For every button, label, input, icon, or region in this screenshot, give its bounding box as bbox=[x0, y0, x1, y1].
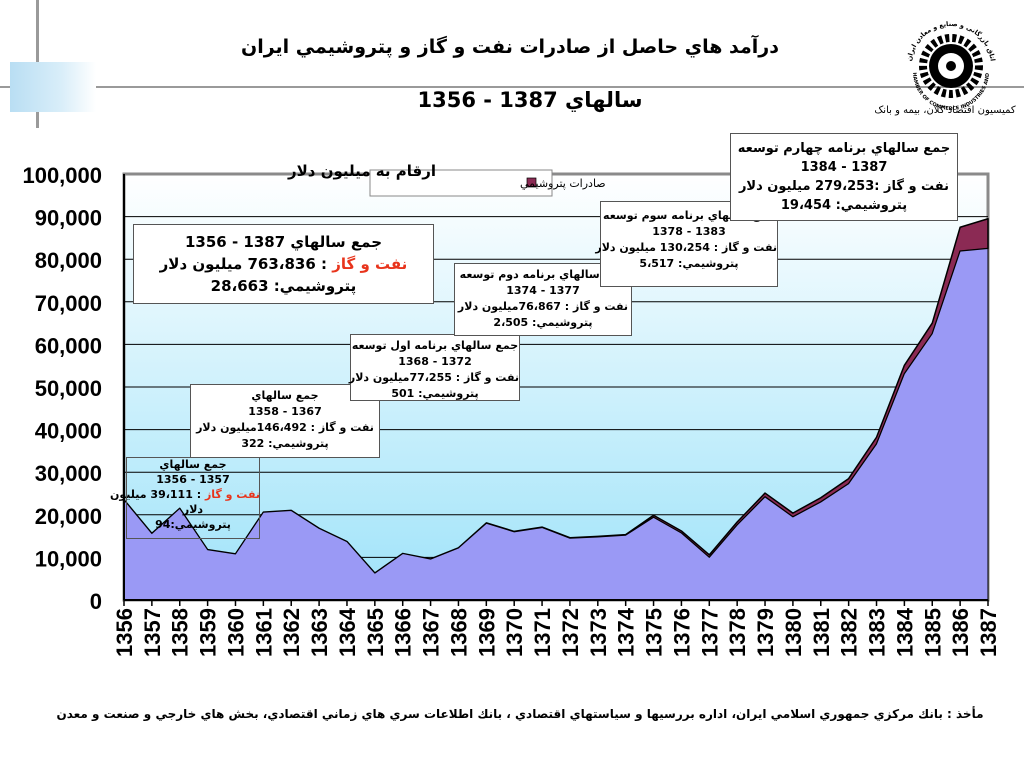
x-tick-label: 1372 bbox=[558, 608, 583, 657]
callout-petro: پتروشيمي: 19،454 bbox=[780, 198, 908, 213]
callout-petro: پتروشيمي: 501 bbox=[391, 387, 479, 400]
callout-years: 1357 - 1356 bbox=[156, 473, 230, 486]
callout-total-heading: جمع سالهاي 1387 - 1356 bbox=[184, 233, 383, 251]
x-tick-label: 1356 bbox=[112, 608, 137, 657]
y-tick-label: 80,000 bbox=[35, 248, 102, 273]
oil-gas-value: : 39،111 ميليون bbox=[110, 488, 205, 501]
callout-oil: نفت و گاز : 130،254 ميليون دلار bbox=[595, 241, 777, 254]
callout-unit: دلار bbox=[182, 503, 204, 516]
y-tick-label: 60,000 bbox=[35, 333, 102, 358]
x-tick-label: 1359 bbox=[196, 608, 221, 657]
x-tick-label: 1383 bbox=[865, 608, 890, 657]
callout-years: 1367 - 1358 bbox=[248, 405, 322, 418]
x-tick-label: 1376 bbox=[669, 608, 694, 657]
callout-heading: جمع سالهاي bbox=[159, 458, 227, 471]
y-tick-label: 90,000 bbox=[35, 206, 102, 231]
x-tick-label: 1360 bbox=[223, 608, 248, 657]
x-tick-label: 1364 bbox=[335, 607, 360, 657]
callout-oil: نفت و گاز : 76،867ميليون دلار bbox=[457, 300, 629, 313]
x-tick-label: 1377 bbox=[697, 608, 722, 657]
legend-swatch-petrochemical bbox=[526, 177, 537, 188]
callout-plan4-1384-1387: جمع سالهاي برنامه چهارم توسعه 1387 - 138… bbox=[730, 133, 958, 221]
y-tick-label: 30,000 bbox=[35, 461, 102, 486]
logo-caption: کمیسیون اقتصاد کلان، بیمه و بانک bbox=[874, 105, 1016, 116]
callout-petro: پتروشيمي: 5،517 bbox=[639, 257, 739, 270]
x-tick-label: 1367 bbox=[419, 608, 444, 657]
x-tick-label: 1368 bbox=[446, 608, 471, 657]
callout-heading: جمع سالهاي برنامه دوم توسعه bbox=[459, 268, 627, 281]
oil-gas-label: نفت و گاز bbox=[332, 255, 408, 273]
x-tick-label: 1378 bbox=[725, 608, 750, 657]
callout-oil: نفت و گاز : 77،255ميليون دلار bbox=[348, 371, 519, 384]
callout-heading: جمع سالهاي برنامه چهارم توسعه bbox=[737, 141, 951, 156]
x-tick-label: 1363 bbox=[307, 608, 332, 657]
x-tick-label: 1384 bbox=[892, 607, 917, 657]
x-tick-label: 1371 bbox=[530, 608, 555, 657]
source-note: مأخذ : بانك مركزي جمهوري اسلامي ايران، ا… bbox=[56, 707, 984, 721]
callout-heading: جمع سالهاي bbox=[251, 389, 319, 402]
callout-petro: پتروشيمي:94 bbox=[155, 518, 231, 531]
x-tick-label: 1379 bbox=[753, 608, 778, 657]
y-tick-label: 40,000 bbox=[35, 419, 102, 444]
area-oil-gas bbox=[123, 248, 989, 601]
x-tick-label: 1361 bbox=[251, 608, 276, 657]
callout-oil: نفت و گاز : 146،492ميليون دلار bbox=[196, 421, 374, 434]
x-tick-label: 1381 bbox=[809, 608, 834, 657]
callout-total-1356-1387: جمع سالهاي 1387 - 1356 نفت و گاز : 763،8… bbox=[133, 224, 434, 304]
y-tick-label: 70,000 bbox=[35, 291, 102, 316]
x-tick-label: 1365 bbox=[363, 608, 388, 657]
x-tick-label: 1358 bbox=[168, 608, 193, 657]
y-tick-label: 20,000 bbox=[35, 504, 102, 529]
callout-heading: جمع سالهاي برنامه اول توسعه bbox=[351, 339, 519, 352]
chamber-logo-icon: اتاق بازرگانی و صنایع و معادن ایران IRAN… bbox=[898, 14, 997, 110]
callout-1358-1367: جمع سالهاي 1367 - 1358 نفت و گاز : 146،4… bbox=[190, 384, 380, 458]
callout-petro: پتروشيمي: 322 bbox=[241, 437, 329, 450]
gear-emblem-icon bbox=[919, 34, 983, 98]
y-tick-label: 100,000 bbox=[22, 163, 102, 188]
x-tick-label: 1382 bbox=[837, 608, 862, 657]
legend-label-petrochemical: صادرات پتروشيمي bbox=[520, 177, 606, 190]
callout-years: 1387 - 1384 bbox=[800, 160, 888, 175]
callout-oil: نفت و گاز : 39،111 ميليون bbox=[110, 487, 260, 502]
callout-1356-1357: جمع سالهاي 1357 - 1356 نفت و گاز : 39،11… bbox=[110, 457, 260, 537]
callout-plan1-1368-1372: جمع سالهاي برنامه اول توسعه 1372 - 1368 … bbox=[348, 334, 520, 401]
callout-total-petro: پتروشيمي: 28،663 bbox=[210, 277, 357, 295]
chart-subtitle: سالهاي 1387 - 1356 bbox=[417, 88, 643, 112]
x-tick-label: 1366 bbox=[391, 608, 416, 657]
x-tick-label: 1369 bbox=[474, 608, 499, 657]
callout-years: 1372 - 1368 bbox=[398, 355, 472, 368]
y-tick-label: 10,000 bbox=[35, 546, 102, 571]
oil-gas-label: نفت و گاز bbox=[204, 488, 260, 501]
x-tick-label: 1375 bbox=[642, 608, 667, 657]
x-tick-label: 1387 bbox=[976, 608, 1001, 657]
callout-petro: پتروشيمي: 2،505 bbox=[493, 316, 593, 329]
x-tick-label: 1385 bbox=[920, 608, 945, 657]
chart-title: درآمد هاي حاصل از صادرات نفت و گاز و پتر… bbox=[241, 36, 779, 58]
callout-oil: نفت و گاز :279،253 ميليون دلار bbox=[738, 179, 950, 194]
decorative-horizontal-line bbox=[0, 86, 1024, 88]
callout-total-oil: نفت و گاز : 763،836 ميليون دلار bbox=[134, 253, 433, 275]
x-tick-label: 1373 bbox=[586, 608, 611, 657]
x-tick-label: 1370 bbox=[502, 608, 527, 657]
y-tick-label: 50,000 bbox=[35, 376, 102, 401]
x-tick-label: 1386 bbox=[948, 608, 973, 657]
x-tick-label: 1380 bbox=[781, 608, 806, 657]
y-tick-label: 0 bbox=[90, 589, 102, 614]
chart-legend bbox=[369, 169, 553, 197]
x-tick-label: 1362 bbox=[279, 608, 304, 657]
x-tick-label: 1357 bbox=[140, 608, 165, 657]
callout-years: 1377 - 1374 bbox=[506, 284, 580, 297]
decorative-blue-block bbox=[10, 62, 96, 112]
callout-years: 1383 - 1378 bbox=[652, 225, 726, 238]
oil-gas-value: : 763،836 ميليون دلار bbox=[159, 255, 333, 273]
unit-note: ارقام به ميليون دلار bbox=[287, 162, 436, 180]
x-tick-label: 1374 bbox=[614, 607, 639, 657]
